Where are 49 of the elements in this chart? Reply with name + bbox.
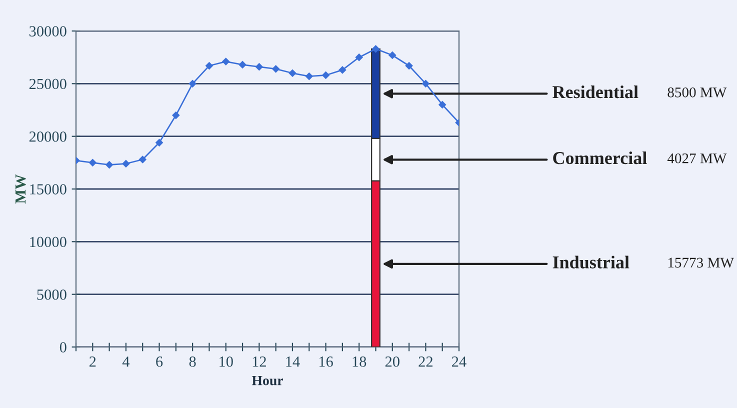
y-tick-label: 5000	[37, 289, 66, 300]
point	[288, 69, 296, 77]
x-tick-label: 12	[252, 356, 266, 367]
point	[138, 156, 146, 164]
x-tick-label: 2	[90, 356, 96, 367]
y-tick-label: 25000	[29, 78, 66, 90]
x-tick-label: 8	[189, 356, 196, 367]
x-tick-label: 24	[452, 356, 466, 367]
point	[422, 80, 430, 88]
point	[322, 72, 330, 79]
x-tick-label: 20	[385, 356, 400, 367]
point	[188, 80, 196, 88]
x-tick-label: 4	[122, 356, 130, 367]
point	[388, 52, 396, 59]
x-tick-label: 6	[156, 356, 163, 367]
point	[405, 62, 413, 70]
y-tick-label: 10000	[30, 236, 66, 248]
x-axis-title: Hour	[252, 376, 284, 386]
point	[106, 161, 113, 168]
point	[338, 66, 346, 74]
text: 8500 MW	[668, 87, 727, 98]
text: 15773 MW	[668, 258, 734, 268]
y-tick-label: 20000	[29, 131, 66, 142]
point	[372, 45, 380, 53]
y-axis-title: MW	[16, 174, 26, 204]
x-tick-label: 14	[286, 356, 300, 367]
point	[256, 63, 263, 70]
x-tick-label: 10	[220, 356, 233, 367]
text: 4027 MW	[667, 153, 727, 164]
y-tick-label: 15000	[30, 184, 66, 194]
text: Commercial	[553, 151, 647, 164]
x-tick-label: 18	[352, 356, 366, 367]
y-tick-label: 0	[60, 342, 66, 352]
point	[222, 58, 230, 66]
text: Residential	[552, 85, 638, 98]
y-tick-label: 30000	[30, 26, 66, 36]
point	[156, 139, 163, 146]
point	[172, 112, 180, 119]
point	[89, 159, 96, 166]
text: Industrial	[552, 256, 630, 268]
x-tick-label: 16	[319, 356, 333, 367]
point	[272, 65, 280, 73]
point	[305, 72, 313, 80]
point	[438, 101, 446, 108]
point	[355, 54, 363, 61]
point	[122, 160, 130, 168]
point	[206, 62, 213, 70]
point	[238, 61, 246, 68]
x-tick-label: 22	[418, 356, 432, 367]
